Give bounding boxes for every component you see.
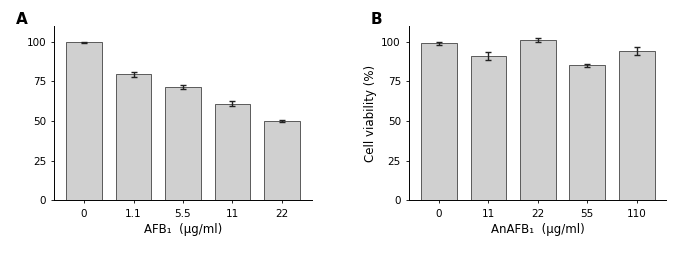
Text: A: A — [16, 12, 28, 27]
Bar — [421, 43, 457, 200]
Bar — [569, 66, 605, 200]
X-axis label: AnAFB₁  (μg/ml): AnAFB₁ (μg/ml) — [491, 223, 585, 236]
Bar — [520, 40, 556, 200]
Y-axis label: Cell viability (%): Cell viability (%) — [364, 65, 377, 162]
Text: B: B — [371, 12, 382, 27]
Bar — [66, 42, 102, 200]
Bar — [215, 104, 250, 200]
Bar — [116, 74, 152, 200]
Bar — [619, 51, 655, 200]
X-axis label: AFB₁  (μg/ml): AFB₁ (μg/ml) — [144, 223, 222, 236]
Bar — [264, 121, 300, 200]
Bar — [165, 87, 201, 200]
Bar — [471, 56, 506, 200]
